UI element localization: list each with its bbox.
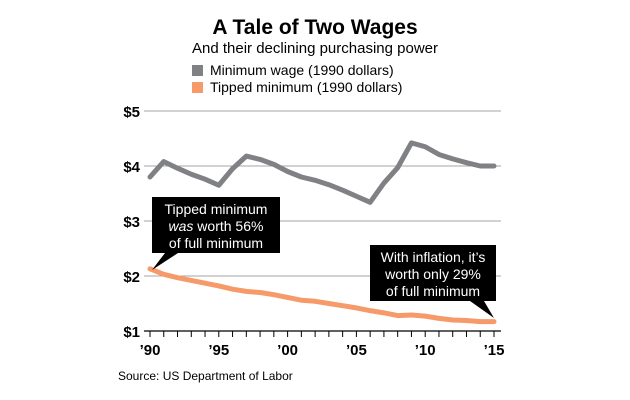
legend-swatch (192, 65, 203, 76)
annotation-text: of full minimum (169, 235, 263, 251)
y-tick-label: $4 (123, 159, 140, 176)
chart-title: A Tale of Two Wages (212, 16, 417, 39)
y-tick-label: $2 (123, 269, 140, 286)
source-note: Source: US Department of Labor (118, 369, 293, 383)
annotation-text: Tipped minimum (165, 201, 268, 217)
annotation-pointer (470, 301, 494, 318)
y-tick-label: $1 (123, 324, 140, 341)
x-tick-label: ’00 (277, 342, 298, 359)
y-tick-label: $3 (123, 214, 140, 231)
x-tick-label: ’10 (415, 342, 436, 359)
y-tick-label: $5 (123, 104, 140, 121)
legend-swatch (192, 82, 203, 93)
x-tick-label: ’15 (484, 342, 505, 359)
annotation-text: With inflation, it’s (381, 249, 486, 265)
legend-label: Minimum wage (1990 dollars) (210, 62, 394, 78)
x-tick-label: ’95 (208, 342, 229, 359)
x-tick-label: ’05 (346, 342, 367, 359)
annotation-text: was worth 56% (169, 218, 264, 234)
chart-subtitle: And their declining purchasing power (192, 40, 438, 57)
annotation-pointer (152, 253, 178, 270)
annotation-box (152, 197, 280, 253)
annotation-text: of full minimum (386, 283, 480, 299)
tipped-minimum-line (147, 266, 497, 325)
legend-label: Tipped minimum (1990 dollars) (210, 79, 402, 95)
annotation-box (370, 245, 496, 301)
annotation-text: worth only 29% (384, 266, 481, 282)
minimum-wage-line (147, 140, 497, 205)
x-tick-label: ’90 (140, 342, 161, 359)
